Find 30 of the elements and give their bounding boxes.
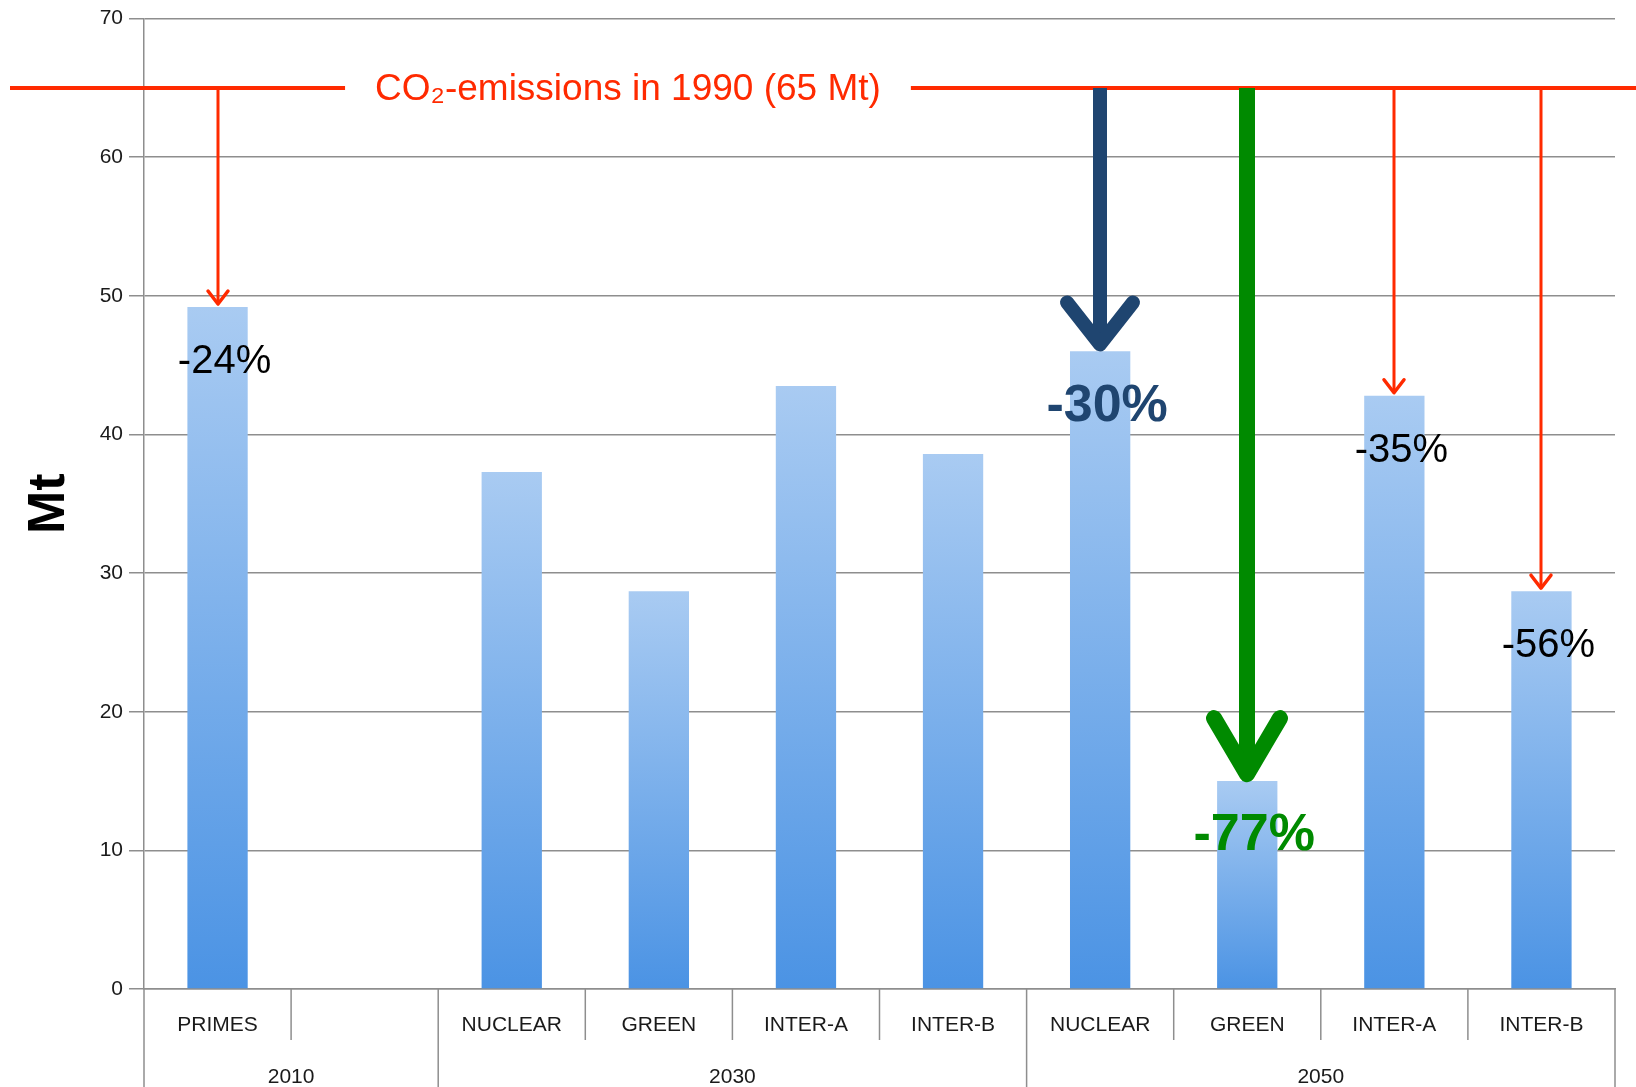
x-tick-label: PRIMES: [177, 1012, 258, 1036]
x-tick-label: INTER-B: [1499, 1012, 1584, 1036]
annotation: -77%: [1193, 803, 1315, 862]
y-tick-label: 10: [99, 837, 123, 861]
x-tick-label: INTER-B: [911, 1012, 996, 1036]
text: 2050: [1297, 1063, 1345, 1087]
annotation: -56%: [1501, 621, 1596, 666]
x-tick-label: NUCLEAR: [1049, 1012, 1151, 1036]
text: 2010: [267, 1063, 315, 1087]
y-tick-label: 0: [111, 975, 123, 999]
text: 2030: [709, 1063, 756, 1087]
x-tick-label: NUCLEAR: [461, 1012, 562, 1036]
bar: [922, 453, 984, 989]
bar: [481, 471, 542, 989]
y-axis-title: Mt: [16, 473, 75, 535]
y-tick-label: 40: [99, 421, 123, 445]
x-tick-label: INTER-A: [1352, 1012, 1437, 1036]
annotation: -35%: [1354, 425, 1449, 470]
x-tick-label: GREEN: [1209, 1012, 1285, 1036]
annotation: -24%: [177, 336, 272, 381]
bar: [628, 591, 690, 989]
y-tick-label: 20: [99, 698, 123, 722]
bar: [775, 385, 837, 989]
y-tick-label: 30: [99, 559, 123, 583]
x-tick-label: INTER-A: [763, 1012, 848, 1036]
x-tick-label: GREEN: [621, 1012, 697, 1036]
y-tick-label: 60: [99, 144, 123, 168]
ref-line-label: CO₂-emissions in 1990 (65 Mt): [375, 67, 881, 109]
y-tick-label: 50: [99, 282, 123, 306]
y-tick-label: 70: [99, 5, 123, 29]
